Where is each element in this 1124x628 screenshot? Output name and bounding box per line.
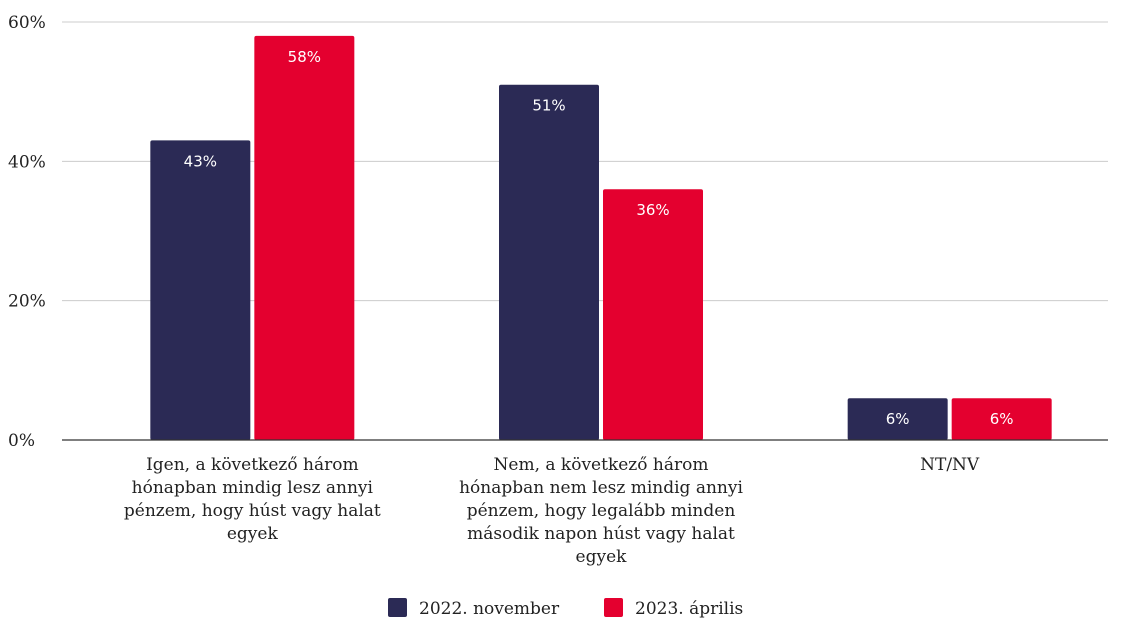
x-category-label-line: Nem, a következő három (494, 455, 709, 475)
bar (603, 189, 703, 440)
bar (254, 35, 355, 440)
labels: 0% 20% 40% 60% 43% 58% Igen, a következő három… (8, 13, 1014, 567)
x-category-label-line: pénzem, hogy húst vagy halat (124, 501, 381, 521)
x-category-label-line: NT/NV (920, 455, 980, 475)
bar-value-label: 6% (886, 410, 910, 428)
x-category-label-line: Igen, a következő három (146, 455, 359, 475)
bar-value-label: 36% (636, 201, 669, 219)
bars (150, 35, 1052, 440)
x-category-label-line: pénzem, hogy legalább minden (467, 501, 736, 521)
x-category-label-line: egyek (576, 547, 628, 567)
legend-swatch (388, 598, 407, 617)
bar (150, 140, 251, 440)
x-category-label: Igen, a következő három hónapban mindig l… (124, 455, 381, 544)
bar (951, 398, 1052, 440)
legend: 2022. november 2023. április (388, 598, 743, 619)
y-tick-label: 60% (8, 13, 46, 33)
x-category-label: NT/NV (920, 455, 980, 475)
legend-swatch (604, 598, 623, 617)
y-tick-label: 0% (8, 431, 35, 451)
bar-value-label: 43% (184, 152, 217, 170)
x-category-label-line: egyek (227, 524, 279, 544)
bar-value-label: 6% (990, 410, 1014, 428)
bar-value-label: 58% (288, 48, 321, 66)
legend-label: 2022. november (419, 599, 560, 619)
x-category-label-line: második napon húst vagy halat (467, 524, 735, 544)
y-tick-label: 20% (8, 292, 46, 312)
x-category-label: Nem, a következő három hónapban nem lesz … (459, 455, 743, 567)
x-category-label-line: hónapban mindig lesz annyi (132, 478, 374, 498)
bar (847, 398, 948, 440)
legend-label: 2023. április (635, 599, 743, 619)
bar-value-label: 51% (532, 97, 565, 115)
bar (499, 84, 599, 440)
y-tick-label: 40% (8, 152, 46, 172)
x-category-label-line: hónapban nem lesz mindig annyi (459, 478, 743, 498)
